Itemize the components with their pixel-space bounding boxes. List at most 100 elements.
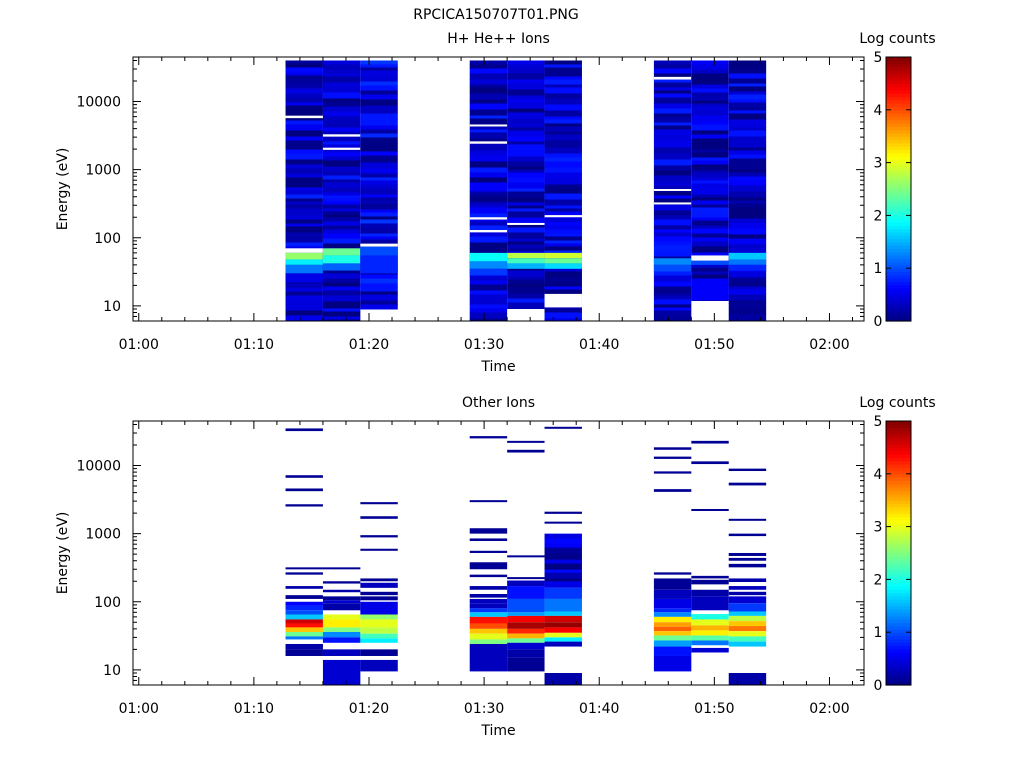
energy-bin	[322, 121, 361, 128]
y-tick-label: 10	[103, 299, 121, 315]
empty-energy-bin	[469, 229, 508, 233]
energy-bin	[469, 213, 508, 219]
colorbar-swatch	[886, 559, 911, 564]
colorbar-swatch	[886, 615, 911, 620]
energy-bin	[728, 176, 767, 181]
energy-bin	[469, 182, 508, 186]
colorbar-swatch	[886, 473, 911, 478]
colorbar-swatch	[886, 605, 911, 610]
energy-bin	[285, 300, 323, 305]
energy-bin	[653, 264, 692, 272]
energy-bin	[728, 191, 767, 198]
energy-bin	[653, 122, 692, 126]
energy-bin	[360, 659, 398, 672]
empty-energy-bin	[322, 147, 361, 150]
energy-bin	[728, 271, 767, 278]
energy-bin	[728, 621, 767, 627]
colorbar-swatch	[886, 146, 911, 150]
colorbar-swatch	[886, 566, 911, 571]
energy-bin	[285, 93, 323, 98]
colorbar-swatch	[886, 549, 911, 554]
energy-bin	[691, 619, 729, 626]
energy-bin	[728, 99, 767, 103]
energy-bin	[653, 307, 692, 311]
energy-bin	[691, 172, 729, 178]
colorbar-swatch	[886, 195, 911, 200]
energy-bin	[469, 73, 508, 80]
colorbar-swatch	[886, 503, 911, 508]
energy-bin	[507, 156, 545, 162]
energy-bin	[469, 167, 508, 173]
colorbar-swatch	[886, 490, 911, 495]
energy-bin	[653, 304, 692, 308]
energy-bin	[285, 84, 323, 89]
colorbar-swatch	[886, 460, 911, 465]
energy-bin	[507, 108, 545, 113]
energy-bin	[653, 310, 692, 317]
energy-bin	[360, 649, 398, 656]
energy-bin	[469, 204, 508, 208]
energy-bin	[322, 69, 361, 74]
empty-energy-bin	[691, 255, 729, 261]
energy-bin	[469, 231, 508, 237]
energy-bin	[322, 175, 361, 180]
energy-bin	[507, 612, 545, 616]
colorbar-tick-label: 5	[874, 50, 883, 66]
energy-bin	[285, 168, 323, 174]
energy-bin	[653, 140, 692, 144]
colorbar-swatch	[886, 556, 911, 561]
energy-bin	[285, 291, 323, 296]
colorbar-swatch	[886, 311, 911, 315]
energy-bin	[728, 172, 767, 177]
energy-bin	[653, 626, 692, 632]
energy-bin	[728, 314, 767, 321]
energy-bin	[507, 244, 545, 249]
energy-bin	[653, 271, 692, 276]
energy-bin	[691, 508, 729, 511]
energy-bin	[322, 76, 361, 83]
energy-bin	[360, 137, 398, 144]
energy-bin	[360, 233, 398, 237]
energy-bin	[544, 641, 582, 647]
energy-bin	[544, 172, 582, 179]
energy-bin	[469, 109, 508, 116]
energy-bin	[728, 557, 767, 561]
energy-bin	[285, 187, 323, 191]
energy-bin	[360, 67, 398, 71]
energy-bin	[544, 598, 582, 612]
energy-bin	[507, 130, 545, 137]
energy-bin	[544, 587, 582, 599]
energy-bin	[285, 475, 323, 478]
spectrogram-data	[285, 426, 767, 685]
energy-bin	[469, 294, 508, 300]
colorbar-swatch	[886, 281, 911, 286]
energy-bin	[469, 161, 508, 168]
energy-bin	[360, 596, 398, 601]
y-axis-label: Energy (eV)	[55, 148, 71, 231]
colorbar-swatch	[886, 533, 911, 538]
energy-bin	[360, 64, 398, 68]
energy-bin	[469, 150, 508, 156]
energy-bin	[653, 608, 692, 613]
colorbar-swatch	[886, 483, 911, 488]
energy-bin	[544, 199, 582, 206]
energy-bin	[653, 275, 692, 282]
energy-bin	[691, 589, 729, 597]
energy-bin	[322, 192, 361, 196]
energy-bin	[285, 623, 323, 628]
energy-bin	[728, 78, 767, 84]
colorbar-swatch	[886, 500, 911, 505]
energy-bin	[360, 633, 398, 639]
energy-bin	[507, 112, 545, 119]
energy-bin	[360, 162, 398, 169]
energy-bin	[691, 207, 729, 214]
energy-bin	[469, 145, 508, 151]
energy-bin	[653, 241, 692, 246]
energy-bin	[322, 141, 361, 145]
colorbar-swatch	[886, 152, 911, 157]
energy-bin	[544, 250, 582, 254]
colorbar-frame	[885, 56, 912, 322]
energy-bin	[544, 60, 582, 65]
colorbar-swatch	[886, 258, 911, 263]
energy-bin	[285, 97, 323, 103]
